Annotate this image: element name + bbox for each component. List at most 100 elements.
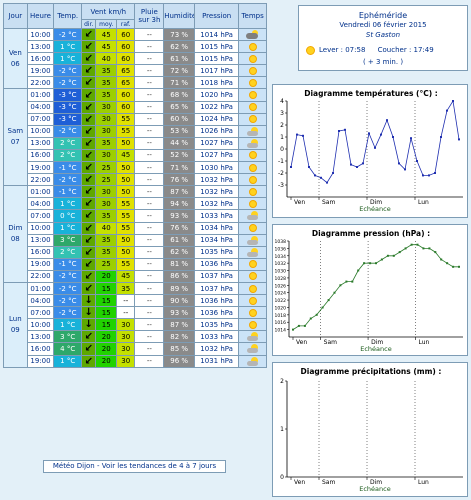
humidity-cell: 52 % bbox=[163, 148, 196, 163]
wind-gust-cell: -- bbox=[115, 294, 136, 308]
sun-icon bbox=[248, 42, 257, 51]
humidity-cell: 86 % bbox=[163, 269, 196, 283]
rain-cell: -- bbox=[134, 27, 165, 42]
wind-average-cell: 25 bbox=[95, 161, 117, 175]
forecast-row: 10:00 1 °C ↓ 15 30 -- 87 % 1035 hPa bbox=[4, 318, 267, 332]
humidity-cell: 71 % bbox=[163, 76, 196, 90]
partly-cloudy-icon bbox=[246, 235, 259, 245]
y-tick-label: 1034 bbox=[275, 254, 287, 260]
trend-link[interactable]: Météo Dijon - Voir les tendances de 4 à … bbox=[43, 460, 226, 473]
data-point bbox=[344, 128, 346, 131]
y-tick-label: 0 bbox=[280, 146, 284, 153]
wind-direction-icon: ↙ bbox=[81, 330, 97, 344]
humidity-cell: 68 % bbox=[163, 88, 196, 102]
humidity-cell: 82 % bbox=[163, 330, 196, 344]
forecast-row: Sam 07 01:00 -3 °C ↙ 35 60 -- 68 % 1020 hPa bbox=[3, 88, 267, 187]
day-label: Lun 09 bbox=[3, 281, 28, 368]
pressure-cell: 1014 hPa bbox=[194, 27, 240, 42]
wind-average-cell: 35 bbox=[95, 209, 117, 223]
temperature-cell: 1 °C bbox=[53, 52, 83, 66]
forecast-row: 04:00 -2 °C ↓ 15 -- -- 90 % 1036 hPa bbox=[4, 294, 267, 308]
weather-cell bbox=[238, 294, 267, 308]
time-cell: 04:00 bbox=[26, 197, 55, 211]
wind-direction-icon: ↙ bbox=[81, 88, 97, 102]
forecast-row: 07:00 -3 °C ↙ 30 55 -- 60 % 1024 hPa bbox=[4, 112, 267, 126]
time-cell: 13:00 bbox=[26, 233, 55, 247]
rain-cell: -- bbox=[134, 100, 165, 114]
x-axis-label: Echéance bbox=[359, 485, 390, 493]
weather-cell bbox=[238, 148, 267, 163]
wind-direction-icon: ↙ bbox=[81, 233, 97, 247]
y-tick-label: 2 bbox=[280, 378, 284, 385]
sun-icon bbox=[248, 199, 257, 208]
weather-cell bbox=[238, 233, 267, 247]
x-tick-label: Ven bbox=[294, 479, 305, 486]
chart-title: Diagramme précipitations (mm) : bbox=[301, 367, 442, 376]
wind-average-cell: 20 bbox=[95, 269, 117, 283]
partly-cloudy-icon bbox=[246, 344, 259, 354]
wind-gust-cell: 45 bbox=[115, 148, 136, 163]
humidity-cell: 93 % bbox=[163, 306, 196, 320]
data-point bbox=[362, 162, 364, 165]
data-point bbox=[380, 258, 383, 261]
temperature-chart-svg: Diagramme températures (°C) : -3 -2 -1 0 1 2 3 4… bbox=[278, 89, 463, 213]
data-point bbox=[398, 162, 400, 165]
day-label: Ven 06 bbox=[3, 27, 28, 90]
sun-icon bbox=[248, 66, 257, 75]
wind-direction-icon: ↙ bbox=[81, 124, 97, 138]
time-cell: 16:00 bbox=[26, 342, 55, 356]
time-cell: 07:00 bbox=[26, 306, 55, 320]
sun-icon bbox=[248, 163, 257, 172]
data-point bbox=[333, 291, 336, 294]
weather-cell bbox=[238, 124, 267, 138]
x-axis-label: Echéance bbox=[360, 345, 391, 353]
chart-title: Diagramme pression (hPa) : bbox=[312, 229, 430, 238]
forecast-row: 07:00 0 °C ↙ 35 55 -- 93 % 1033 hPa bbox=[4, 209, 267, 223]
pressure-cell: 1026 hPa bbox=[194, 124, 240, 138]
data-point bbox=[345, 280, 348, 283]
humidity-cell: 73 % bbox=[163, 27, 196, 42]
y-tick-label: 1028 bbox=[275, 276, 287, 282]
wind-gust-cell: 65 bbox=[115, 64, 136, 78]
humidity-cell: 89 % bbox=[163, 281, 196, 296]
wind-gust-cell: 55 bbox=[115, 124, 136, 138]
wind-direction-icon: ↙ bbox=[81, 27, 97, 42]
header-wind: Vent km/h bbox=[81, 3, 136, 20]
data-point bbox=[375, 262, 377, 265]
weather-cell bbox=[238, 76, 267, 90]
y-tick-label: 1022 bbox=[275, 298, 287, 304]
data-point bbox=[392, 254, 395, 257]
wind-gust-cell: 55 bbox=[115, 112, 136, 126]
rain-cell: -- bbox=[134, 185, 165, 199]
time-cell: 01:00 bbox=[26, 88, 55, 102]
temperature-cell: -3 °C bbox=[53, 112, 83, 126]
rain-cell: -- bbox=[134, 245, 165, 259]
time-cell: 10:00 bbox=[26, 318, 55, 332]
forecast-row: 22:00 -2 °C ↙ 20 45 -- 86 % 1037 hPa bbox=[4, 269, 267, 283]
sun-icon bbox=[248, 91, 257, 100]
data-point bbox=[380, 133, 382, 136]
data-point bbox=[398, 251, 401, 254]
rain-cell: -- bbox=[134, 269, 165, 283]
humidity-cell: 85 % bbox=[163, 342, 196, 356]
temperature-cell: -1 °C bbox=[53, 185, 83, 199]
header-day: Jour bbox=[3, 3, 28, 29]
y-tick-label: 1030 bbox=[275, 269, 287, 275]
temperature-cell: 3 °C bbox=[53, 330, 83, 344]
humidity-cell: 81 % bbox=[163, 257, 196, 271]
wind-direction-icon: ↙ bbox=[81, 52, 97, 66]
data-point bbox=[458, 138, 460, 141]
wind-direction-icon: ↙ bbox=[81, 112, 97, 126]
humidity-cell: 71 % bbox=[163, 161, 196, 175]
pressure-cell: 1036 hPa bbox=[194, 306, 240, 320]
temperature-cell: -2 °C bbox=[53, 281, 83, 296]
ephemeride-panel: Ephéméride Vendredi 06 février 2015 St G… bbox=[298, 5, 468, 71]
rain-cell: -- bbox=[134, 294, 165, 308]
humidity-cell: 76 % bbox=[163, 173, 196, 187]
data-point bbox=[428, 247, 431, 250]
sun-icon bbox=[248, 224, 257, 233]
data-point bbox=[386, 119, 388, 122]
wind-gust-cell: 30 bbox=[115, 354, 136, 368]
weather-cell bbox=[238, 173, 267, 187]
temperature-cell: 0 °C bbox=[53, 209, 83, 223]
